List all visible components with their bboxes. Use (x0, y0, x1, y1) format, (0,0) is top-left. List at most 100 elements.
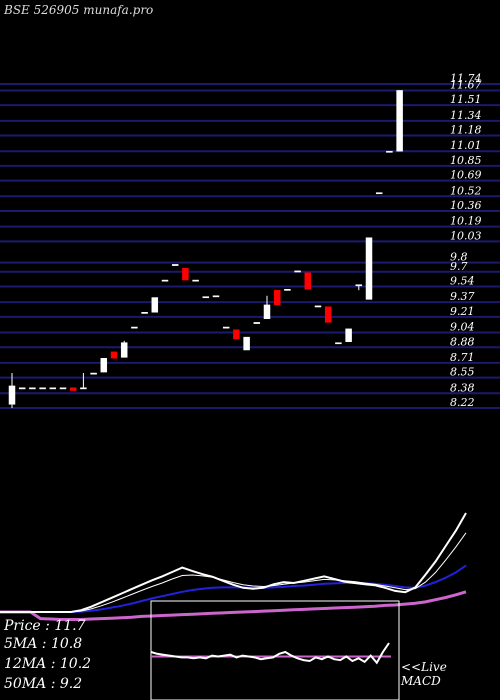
ma50-line (0, 590, 467, 621)
candle (131, 326, 138, 329)
candle (386, 150, 393, 153)
y-tick-label: 10.52 (450, 184, 482, 197)
y-tick-label: 10.03 (450, 229, 482, 242)
candle (375, 192, 383, 195)
macd-name-label: MACD (401, 674, 441, 688)
macd-frame (150, 600, 400, 700)
candle-body (120, 342, 128, 358)
legend-ma5: 5MA : 10.8 (4, 636, 83, 652)
y-tick-label: 9.7 (450, 260, 468, 273)
candle-body (59, 387, 67, 390)
moving-average-panel (0, 512, 467, 621)
ma5-line (0, 532, 467, 613)
candle-body (386, 150, 393, 153)
candle (222, 326, 230, 329)
candle (49, 387, 57, 390)
macd-panel (150, 600, 400, 700)
candle (202, 296, 210, 299)
candle (212, 295, 220, 298)
candle (151, 297, 159, 313)
candle (59, 387, 67, 390)
candle-body (375, 192, 383, 195)
candle (120, 340, 128, 358)
candle-body (80, 387, 87, 390)
candle (8, 373, 16, 408)
candle (273, 289, 281, 306)
candle-body (39, 387, 46, 390)
candle (304, 272, 312, 290)
candle (39, 387, 46, 390)
candle-body (171, 264, 179, 266)
candle-body (355, 284, 363, 287)
candle (335, 342, 342, 345)
candle (171, 264, 179, 266)
y-tick-label: 9.8 (450, 251, 468, 264)
y-tick-label: 10.69 (450, 169, 482, 182)
candle-body (100, 358, 108, 373)
candle-body (273, 289, 281, 306)
y-tick-label: 9.21 (450, 305, 475, 318)
y-tick-label: 11.34 (450, 109, 482, 122)
y-tick-label: 11.18 (450, 124, 482, 137)
y-tick-label: 8.22 (450, 396, 475, 409)
candle-body (253, 322, 261, 324)
candle (284, 289, 291, 291)
candle-body (110, 351, 118, 359)
candle-body (304, 272, 312, 290)
candle-body (69, 387, 77, 391)
candle-body (263, 304, 271, 319)
y-tick-label: 11.51 (450, 93, 482, 106)
candle-body (192, 279, 199, 282)
candle (345, 328, 352, 342)
candle-body (222, 326, 230, 329)
y-tick-label: 11.74 (450, 72, 482, 85)
macd-line (150, 642, 390, 665)
candle-body (324, 306, 332, 323)
candle (18, 387, 26, 390)
candle (161, 279, 169, 282)
candle-body (90, 372, 97, 375)
candle-body (294, 270, 301, 273)
candle (365, 237, 373, 300)
candle (263, 295, 271, 319)
candle (324, 306, 332, 323)
y-tick-label: 9.54 (450, 275, 475, 288)
candle-body (314, 305, 322, 308)
candle-body (212, 295, 220, 298)
y-tick-label: 8.88 (450, 335, 475, 348)
y-tick-label: 8.55 (450, 366, 475, 379)
macd-live-label: <<Live (401, 660, 447, 674)
y-tick-label: 11.01 (450, 139, 482, 152)
price-line (0, 512, 467, 613)
candle (355, 284, 363, 291)
candlestick-series (8, 90, 403, 408)
legend-ma12: 12MA : 10.2 (4, 656, 92, 672)
candle (80, 373, 87, 390)
grid-lines (0, 83, 500, 409)
candle (110, 351, 118, 359)
candle-body (335, 342, 342, 345)
y-tick-label: 8.71 (450, 351, 475, 364)
candle-body (243, 336, 250, 351)
candle (294, 270, 301, 273)
y-tick-label: 9.04 (450, 321, 475, 334)
candle-body (345, 328, 352, 342)
y-tick-label: 8.38 (450, 381, 475, 394)
candle (243, 336, 250, 351)
candle-body (182, 267, 189, 281)
candle (69, 387, 77, 391)
candle (100, 358, 108, 373)
candle-body (18, 387, 26, 390)
y-tick-label: 9.37 (450, 290, 475, 303)
candle (141, 312, 148, 314)
candle (29, 387, 36, 390)
candle-body (29, 387, 36, 390)
candle-body (151, 297, 159, 313)
candle (90, 372, 97, 375)
candle-body (8, 385, 16, 405)
candle-body (233, 329, 240, 340)
y-tick-label: 10.85 (450, 154, 482, 167)
candle-body (141, 312, 148, 314)
